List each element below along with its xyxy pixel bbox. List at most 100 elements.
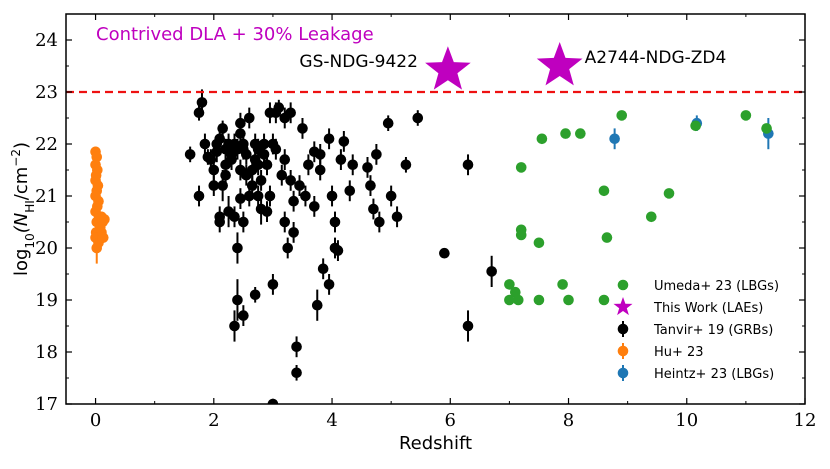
point-tanvir-14 (217, 123, 228, 134)
star-label-1: A2744-NDG-ZD4 (585, 48, 727, 68)
point-tanvir-82 (317, 263, 329, 275)
point-tanvir-105 (462, 320, 474, 332)
point-umeda-10 (557, 279, 568, 290)
y-tick-label-21: 21 (35, 186, 58, 207)
y-tick-label-17: 17 (35, 394, 58, 415)
point-umeda-11 (560, 128, 571, 139)
point-tanvir-75 (300, 190, 311, 202)
y-tick-label-22: 22 (35, 134, 58, 155)
point-tanvir-100 (391, 211, 403, 223)
point-tanvir-8 (208, 180, 220, 191)
data-points (90, 89, 774, 404)
legend-label-heintz: Heintz+ 23 (LBGs) (654, 367, 774, 382)
point-tanvir-87 (329, 216, 341, 228)
point-tanvir-94 (365, 180, 376, 191)
y-label-mid: (N (11, 213, 32, 234)
point-tanvir-25 (229, 320, 240, 332)
x-tick-label-0: 0 (90, 410, 101, 431)
point-tanvir-104 (462, 159, 474, 171)
point-tanvir-99 (385, 190, 397, 202)
point-tanvir-103 (439, 247, 450, 259)
point-tanvir-81 (314, 164, 326, 176)
y-label-sup: −2 (9, 149, 23, 167)
point-tanvir-88 (332, 245, 344, 256)
point-umeda-20 (690, 120, 701, 132)
point-umeda-3 (504, 294, 515, 306)
point-tanvir-32 (235, 117, 246, 129)
point-tanvir-85 (326, 190, 338, 202)
point-tanvir-62 (276, 169, 288, 181)
y-tick-label-18: 18 (35, 342, 58, 363)
x-axis-label: Redshift (399, 433, 472, 454)
point-tanvir-36 (238, 310, 249, 321)
y-tick-label-23: 23 (35, 82, 58, 103)
leakage-annotation: Contrived DLA + 30% Leakage (96, 24, 374, 45)
point-tanvir-0 (184, 149, 196, 160)
point-tanvir-49 (255, 175, 267, 186)
point-umeda-7 (533, 237, 545, 249)
point-hu-22 (99, 214, 110, 225)
point-tanvir-89 (335, 154, 347, 165)
point-tanvir-55 (264, 190, 276, 202)
point-umeda-4 (512, 294, 524, 306)
legend-label-tanvir: Tanvir+ 19 (GRBs) (653, 323, 773, 338)
y-label-sub: 10 (23, 233, 37, 248)
point-tanvir-70 (288, 227, 299, 238)
point-tanvir-90 (338, 136, 350, 147)
point-hu-1 (91, 151, 103, 163)
y-tick-label-20: 20 (35, 238, 58, 259)
point-umeda-22 (761, 123, 772, 134)
annotation-layer: GS-NDG-9422 A2744-NDG-ZD4 Contrived DLA + … (96, 24, 726, 90)
point-tanvir-7 (208, 164, 220, 176)
point-umeda-17 (616, 110, 628, 121)
legend-label-umeda: Umeda+ 23 (LBGs) (654, 279, 779, 294)
legend-marker-umeda (617, 279, 629, 291)
x-tick-label-2: 2 (208, 410, 219, 431)
point-hu-21 (91, 242, 103, 254)
point-tanvir-67 (285, 107, 296, 119)
x-tick-label-10: 10 (675, 410, 698, 431)
star-marker-0 (425, 46, 471, 90)
point-tanvir-24 (229, 211, 240, 223)
point-tanvir-3 (199, 138, 211, 150)
point-hu-23 (97, 232, 109, 243)
point-tanvir-84 (323, 279, 335, 290)
point-tanvir-73 (294, 180, 305, 191)
x-tick-label-8: 8 (563, 410, 574, 431)
point-tanvir-45 (249, 289, 261, 301)
point-heintz-0 (609, 133, 620, 145)
legend-marker-hu (617, 345, 629, 357)
star-label-0: GS-NDG-9422 (299, 52, 417, 72)
point-tanvir-106 (486, 266, 497, 277)
point-tanvir-61 (273, 102, 285, 113)
point-tanvir-96 (371, 149, 382, 160)
point-tanvir-39 (243, 112, 255, 124)
legend-marker-tanvir (617, 323, 629, 335)
point-tanvir-102 (412, 112, 424, 124)
point-tanvir-38 (241, 149, 252, 160)
y-label-sub2: HI (23, 200, 37, 213)
y-label-post: /cm (11, 167, 32, 201)
point-tanvir-2 (196, 97, 208, 108)
point-tanvir-63 (279, 154, 291, 165)
point-umeda-18 (645, 211, 657, 223)
point-tanvir-92 (347, 159, 359, 171)
point-tanvir-47 (252, 159, 264, 171)
plot-frame (65, 13, 806, 405)
point-tanvir-66 (282, 242, 294, 254)
point-tanvir-65 (279, 216, 291, 228)
point-tanvir-97 (374, 216, 385, 228)
point-umeda-15 (601, 232, 613, 243)
point-tanvir-69 (288, 195, 299, 207)
point-tanvir-35 (238, 216, 249, 228)
point-tanvir-5 (193, 190, 205, 202)
point-tanvir-28 (232, 242, 243, 254)
point-tanvir-91 (344, 185, 356, 197)
point-tanvir-72 (291, 341, 302, 353)
point-tanvir-98 (382, 117, 394, 129)
point-tanvir-95 (368, 203, 379, 215)
data-layer (90, 89, 774, 404)
x-tick-label-6: 6 (445, 410, 456, 431)
point-tanvir-53 (261, 159, 273, 171)
